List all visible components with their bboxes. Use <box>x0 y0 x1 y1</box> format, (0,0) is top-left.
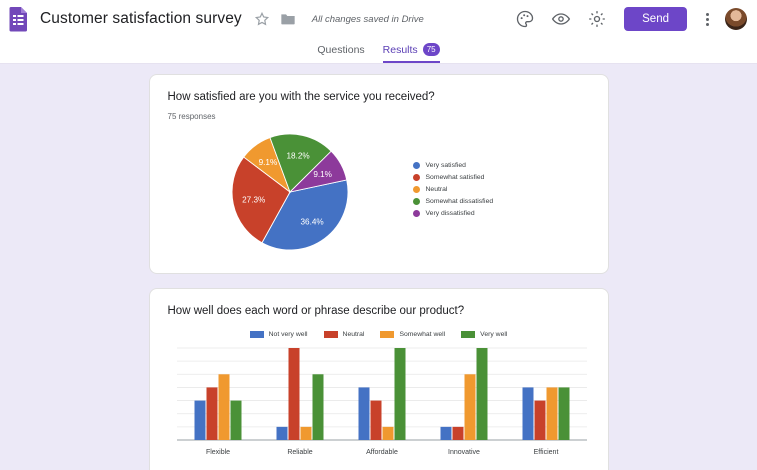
bar-legend-item: Very well <box>461 331 507 338</box>
bar-legend-item: Not very well <box>249 331 308 338</box>
bar-chart-bars <box>194 348 569 440</box>
question-title: How well does each word or phrase descri… <box>167 305 465 317</box>
question-card-pie: How satisfied are you with the service y… <box>148 74 609 274</box>
bar-chart-x-axis-labels: Flexible Reliable Affordable Innovative Effi… <box>205 449 558 456</box>
pie-legend-item: Neutral <box>412 186 494 193</box>
pie-chart-svg: 36.4% 27.3% 9.1% 18.2% 9.1% <box>231 133 349 251</box>
legend-color-swatch <box>461 331 476 338</box>
svg-text:18.2%: 18.2% <box>286 152 309 161</box>
svg-text:Reliable: Reliable <box>287 449 312 456</box>
bar-segment <box>312 374 323 440</box>
pie-legend: Very satisfied Somewhat satisfied Neutral S… <box>412 162 494 222</box>
bar-segment <box>288 348 299 440</box>
legend-color-dot <box>412 198 420 205</box>
folder-icon[interactable] <box>280 12 296 26</box>
svg-text:Flexible: Flexible <box>205 449 229 456</box>
pie-chart-holder: 36.4% 27.3% 9.1% 18.2% 9.1% <box>168 129 413 255</box>
legend-label: Very well <box>480 331 508 338</box>
user-avatar[interactable] <box>725 8 747 30</box>
send-button[interactable]: Send <box>624 7 687 31</box>
bar-segment <box>358 387 369 440</box>
bar-segment <box>382 426 393 440</box>
pie-legend-item: Somewhat dissatisfied <box>412 198 494 205</box>
legend-label: Very satisfied <box>425 162 466 169</box>
bar-segment <box>230 400 241 440</box>
legend-label: Very dissatisfied <box>425 210 475 217</box>
kebab-menu-icon[interactable] <box>699 9 715 29</box>
document-title[interactable]: Customer satisfaction survey <box>40 10 242 27</box>
pie-slices <box>231 133 349 251</box>
legend-color-swatch <box>380 331 395 338</box>
legend-color-swatch <box>323 331 338 338</box>
bar-segment <box>394 348 405 440</box>
legend-color-swatch <box>249 331 264 338</box>
bar-segment <box>546 387 557 440</box>
bar-legend-item: Somewhat well <box>380 331 445 338</box>
legend-label: Somewhat dissatisfied <box>425 198 494 205</box>
bar-segment <box>218 374 229 440</box>
legend-color-dot <box>412 162 420 169</box>
pie-legend-item: Very dissatisfied <box>412 210 494 217</box>
bar-chart-legend: Not very well Neutral Somewhat well Very we… <box>168 331 590 338</box>
tab-results-label: Results <box>382 43 418 56</box>
svg-text:36.4%: 36.4% <box>301 218 324 227</box>
response-count-text: 75 responses <box>167 112 216 121</box>
svg-text:27.3%: 27.3% <box>242 195 265 204</box>
legend-label: Not very well <box>268 331 308 338</box>
svg-text:Innovative: Innovative <box>448 449 480 456</box>
bar-segment <box>276 426 287 440</box>
bar-segment <box>452 426 463 440</box>
bar-segment <box>534 400 545 440</box>
bar-chart-gridlines <box>176 347 587 441</box>
svg-text:Efficient: Efficient <box>533 449 558 456</box>
legend-label: Somewhat satisfied <box>425 174 485 181</box>
tab-results[interactable]: Results 75 <box>382 43 440 63</box>
svg-text:9.1%: 9.1% <box>259 158 278 167</box>
results-scroll-area[interactable]: How satisfied are you with the service y… <box>0 64 757 470</box>
star-icon[interactable] <box>254 11 270 27</box>
legend-label: Neutral <box>425 186 448 193</box>
palette-icon[interactable] <box>514 8 536 30</box>
svg-text:9.1%: 9.1% <box>313 170 332 179</box>
tab-questions[interactable]: Questions <box>317 44 364 63</box>
bar-segment <box>194 400 205 440</box>
legend-color-dot <box>412 210 420 217</box>
pie-legend-item: Very satisfied <box>412 162 494 169</box>
bar-segment <box>476 348 487 440</box>
bar-segment <box>558 387 569 440</box>
tab-questions-label: Questions <box>317 44 365 56</box>
app-header: Customer satisfaction survey All changes… <box>0 0 757 38</box>
legend-color-dot <box>412 186 420 193</box>
bar-segment <box>206 387 217 440</box>
bar-chart-svg: Flexible Reliable Affordable Innovative Effi… <box>176 347 587 456</box>
question-title: How satisfied are you with the service y… <box>167 91 435 103</box>
bar-segment <box>300 426 311 440</box>
gear-icon[interactable] <box>586 8 608 30</box>
svg-text:Affordable: Affordable <box>366 449 398 456</box>
tab-bar: Questions Results 75 <box>0 38 757 64</box>
bar-legend-item: Neutral <box>323 331 365 338</box>
response-count-badge: 75 <box>422 43 440 56</box>
save-status-text: All changes saved in Drive <box>311 13 424 25</box>
legend-color-dot <box>412 174 420 181</box>
legend-label: Somewhat well <box>399 331 446 338</box>
pie-chart-area: 36.4% 27.3% 9.1% 18.2% 9.1% Very satisfied So… <box>168 127 590 255</box>
pie-legend-item: Somewhat satisfied <box>412 174 494 181</box>
bar-segment <box>370 400 381 440</box>
eye-icon[interactable] <box>550 8 572 30</box>
pie-slice-labels: 36.4% 27.3% 9.1% 18.2% 9.1% <box>242 152 332 227</box>
legend-label: Neutral <box>342 331 365 338</box>
forms-logo-icon <box>8 6 30 32</box>
question-card-bar: How well does each word or phrase descri… <box>148 288 609 470</box>
bar-segment <box>464 374 475 440</box>
bar-segment <box>440 426 451 440</box>
bar-segment <box>522 387 533 440</box>
